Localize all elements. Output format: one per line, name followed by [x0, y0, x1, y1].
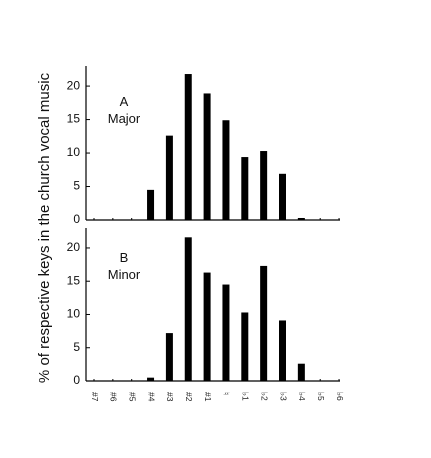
x-tick-label: #2 [184, 392, 194, 402]
y-tick-label: 15 [67, 273, 81, 287]
bar-#2 [184, 74, 192, 220]
y-tick-label: 5 [73, 340, 80, 354]
bar-♭1 [241, 312, 249, 381]
y-tick-label: 0 [73, 373, 80, 387]
bar-♭4 [297, 217, 305, 220]
x-tick-label: #5 [127, 392, 137, 402]
bar-#1 [203, 272, 211, 381]
y-tick-label: 20 [67, 240, 81, 254]
panel-b-minor-chart: 0 5 10 15 20 B Minor [67, 228, 340, 387]
panel-sublabel: Major [108, 111, 141, 126]
bar-#3 [165, 333, 173, 381]
y-tick-label: 10 [67, 145, 81, 159]
bar-#2 [184, 237, 192, 381]
x-tick-label: #3 [165, 392, 175, 402]
x-tick-label: ♭4 [297, 392, 307, 401]
panel-label: A [120, 94, 129, 109]
x-tick-label: #6 [109, 392, 119, 402]
bar-♭1 [241, 157, 249, 220]
bar-#1 [203, 93, 211, 220]
x-tick-label: ♭6 [335, 392, 345, 401]
x-tick-label: #1 [203, 392, 213, 402]
x-tick-label: ♭3 [278, 392, 288, 401]
bar-♭2 [260, 151, 268, 220]
bar-♮ [222, 120, 230, 220]
bar-#4 [147, 189, 155, 220]
bar-♭3 [279, 320, 286, 381]
x-tick-label: ♭5 [316, 392, 326, 401]
panel-label: B [120, 250, 129, 265]
bar-♭2 [260, 265, 268, 381]
bar-#4 [147, 377, 155, 381]
panel-sublabel: Minor [108, 267, 141, 282]
y-tick-label: 20 [67, 78, 81, 92]
panel-a-major-chart: 0 5 10 15 20 A Major [67, 66, 340, 226]
y-tick-label: 15 [67, 112, 81, 126]
bar-♮ [222, 284, 230, 381]
x-tick-label: #7 [90, 392, 100, 402]
x-tick-label: ♭1 [241, 392, 251, 401]
bar-♭4 [297, 363, 305, 381]
x-axis-tick-labels: #7 #6 #5 #4 #3 #2 #1 ♮ ♭1 ♭2 ♭3 ♭4 ♭5 ♭6 [90, 392, 345, 402]
x-tick-label: ♭2 [259, 392, 269, 401]
x-tick-label: #4 [146, 392, 156, 402]
y-axis-label: % of respective keys in the church vocal… [36, 72, 53, 383]
bar-#3 [165, 135, 173, 220]
y-tick-label: 0 [73, 212, 80, 226]
y-tick-label: 10 [67, 307, 81, 321]
x-tick-label: ♮ [222, 392, 232, 395]
bar-♭3 [279, 173, 286, 220]
y-tick-label: 5 [73, 179, 80, 193]
